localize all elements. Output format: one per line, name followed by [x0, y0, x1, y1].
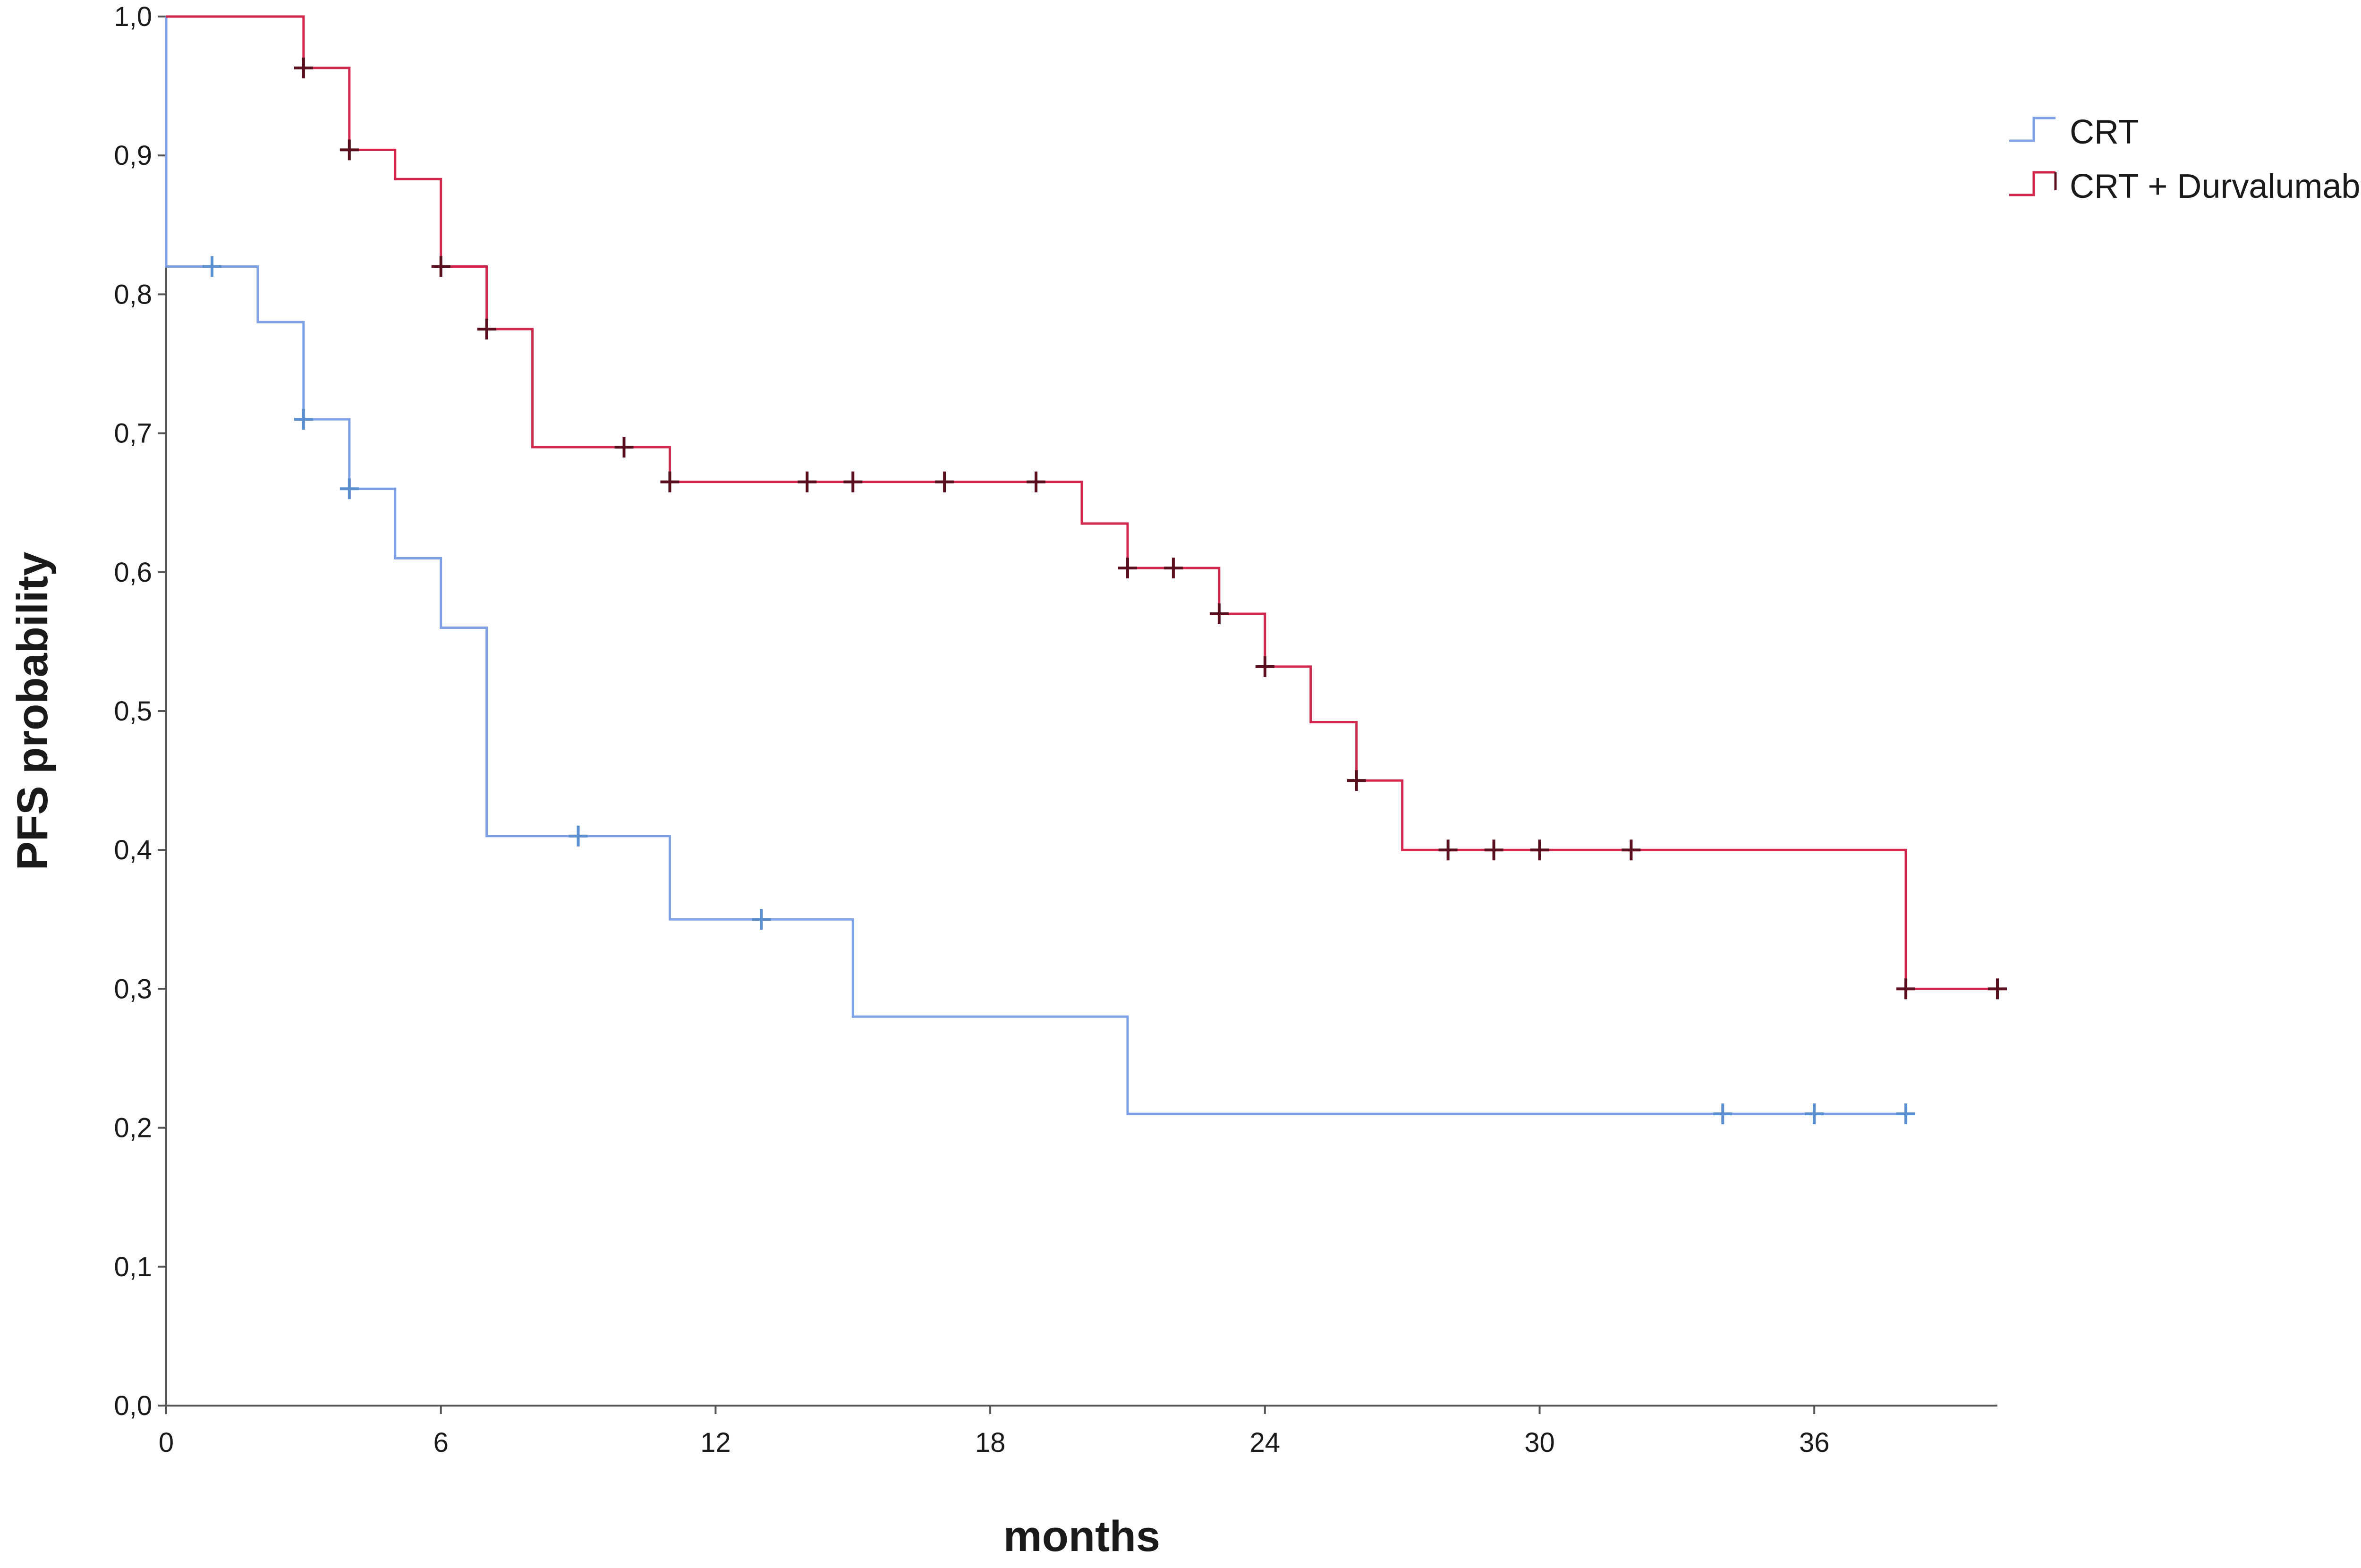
- series-layer: [165, 15, 2007, 1125]
- y-axis-title: PFS probability: [8, 552, 57, 871]
- x-tick-label: 30: [1524, 1427, 1555, 1458]
- censor-mark: [1438, 839, 1458, 861]
- y-tick-label: 0,2: [114, 1113, 152, 1144]
- censor-mark: [614, 437, 634, 458]
- y-tick-label: 0,8: [114, 279, 152, 310]
- x-axis-title: months: [1003, 1512, 1160, 1560]
- censor-mark: [477, 318, 496, 339]
- censor-mark: [843, 471, 863, 492]
- legend: CRT CRT + Durvalumab: [2009, 113, 2361, 205]
- y-tick-label: 0,4: [114, 835, 152, 865]
- censor-mark: [798, 471, 817, 492]
- censor-mark: [1988, 978, 2007, 1000]
- legend-label: CRT: [2070, 113, 2139, 151]
- censor-mark: [1622, 839, 1641, 861]
- censor-mark: [1896, 1103, 1916, 1125]
- censor-mark: [935, 471, 954, 492]
- y-tick-label: 0,3: [114, 974, 152, 1004]
- y-tick-label: 0,0: [114, 1390, 152, 1421]
- y-tick-label: 0,5: [114, 696, 152, 727]
- y-tick-label: 0,6: [114, 557, 152, 588]
- censor-mark: [1347, 770, 1366, 791]
- series-line: [165, 17, 1906, 1115]
- y-axis-ticks: 0,0 0,1 0,2 0,3 0,4 0,5 0,6 0,7 0,8 0,9 1,0: [114, 1, 166, 1421]
- x-tick-label: 36: [1799, 1427, 1830, 1458]
- y-tick-label: 0,9: [114, 140, 152, 171]
- censor-mark: [340, 478, 359, 500]
- y-tick-label: 1,0: [114, 1, 152, 32]
- censor-mark: [1027, 471, 1046, 492]
- series-line: [166, 15, 1997, 990]
- x-tick-label: 24: [1250, 1427, 1281, 1458]
- censor-mark: [660, 471, 679, 492]
- x-tick-label: 12: [700, 1427, 731, 1458]
- censor-mark: [1118, 557, 1137, 578]
- censor-mark: [1209, 603, 1229, 625]
- legend-swatch: [2009, 117, 2055, 142]
- censor-mark: [1164, 557, 1183, 578]
- censor-mark: [1530, 839, 1549, 861]
- censor-mark: [1255, 656, 1274, 677]
- censor-mark: [294, 409, 313, 430]
- censor-mark: [1484, 839, 1503, 861]
- series-crt: [165, 17, 1916, 1125]
- y-tick-label: 0,7: [114, 418, 152, 449]
- censor-mark: [431, 256, 450, 277]
- x-tick-label: 18: [975, 1427, 1006, 1458]
- censor-mark: [1713, 1103, 1733, 1125]
- y-tick-label: 0,1: [114, 1252, 152, 1282]
- censor-mark: [569, 825, 588, 847]
- censor-mark: [294, 57, 313, 78]
- x-tick-label: 0: [159, 1427, 174, 1458]
- legend-swatch: [2009, 171, 2055, 196]
- censor-mark: [1805, 1103, 1824, 1125]
- legend-item: CRT + Durvalumab: [2009, 168, 2361, 205]
- censor-mark: [752, 909, 771, 930]
- x-axis-ticks: 0 6 12 18 24 30 36: [159, 1406, 1830, 1458]
- legend-item: CRT: [2009, 113, 2139, 151]
- series-crt-durvalumab: [166, 15, 2007, 1000]
- censor-mark: [202, 256, 221, 277]
- legend-label: CRT + Durvalumab: [2070, 168, 2361, 205]
- x-tick-label: 6: [433, 1427, 449, 1458]
- censor-mark: [1896, 978, 1916, 1000]
- censor-mark: [340, 139, 359, 161]
